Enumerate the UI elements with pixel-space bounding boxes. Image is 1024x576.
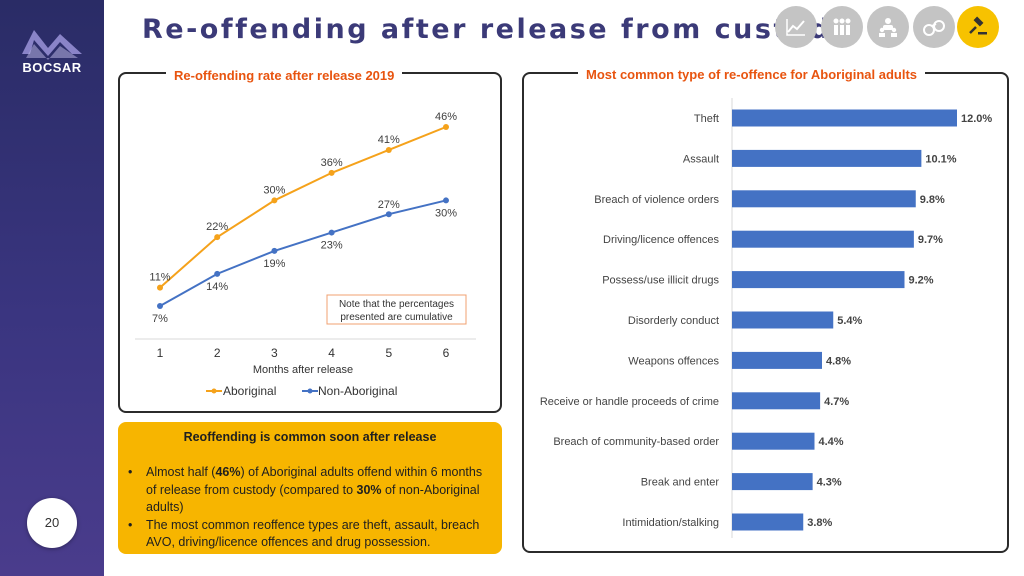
highlight-non-aboriginal: 30%: [356, 482, 382, 497]
users-icon[interactable]: [867, 6, 909, 48]
highlight-aboriginal: 46%: [215, 465, 241, 479]
line-chart-icon[interactable]: [775, 6, 817, 48]
bullet-text: of non-Aboriginal adults): [146, 482, 480, 515]
summary-bullet: Almost half (46%) of Aboriginal adults o…: [128, 464, 494, 517]
handcuffs-icon[interactable]: [913, 6, 955, 48]
summary-bullet: The most common reoffence types are thef…: [128, 517, 494, 552]
bar-chart-title: Most common type of re-offence for Abori…: [578, 67, 926, 82]
gavel-icon[interactable]: [957, 6, 999, 48]
line-chart-title: Re-offending rate after release 2019: [166, 68, 403, 83]
page-number: 20: [27, 498, 77, 548]
summary-box: Reoffending is common soon after release…: [118, 422, 502, 554]
nav-icon-bar: [772, 0, 1004, 54]
reoffending-rate-panel: [118, 72, 502, 413]
logo-text: BOCSAR: [22, 60, 82, 75]
summary-list: Almost half (46%) of Aboriginal adults o…: [128, 464, 494, 552]
bullet-text: Almost half (: [146, 465, 216, 479]
sidebar: BOCSAR 20: [0, 0, 104, 576]
bocsar-logo-icon: [22, 30, 82, 60]
bullet-text: ) of Aboriginal adults offend within 6 m…: [146, 465, 483, 497]
reoffence-type-panel: [522, 72, 1009, 553]
summary-heading: Reoffending is common soon after release: [183, 430, 437, 444]
people-icon[interactable]: [821, 6, 863, 48]
page-title: Re-offending after release from custody: [142, 14, 852, 45]
